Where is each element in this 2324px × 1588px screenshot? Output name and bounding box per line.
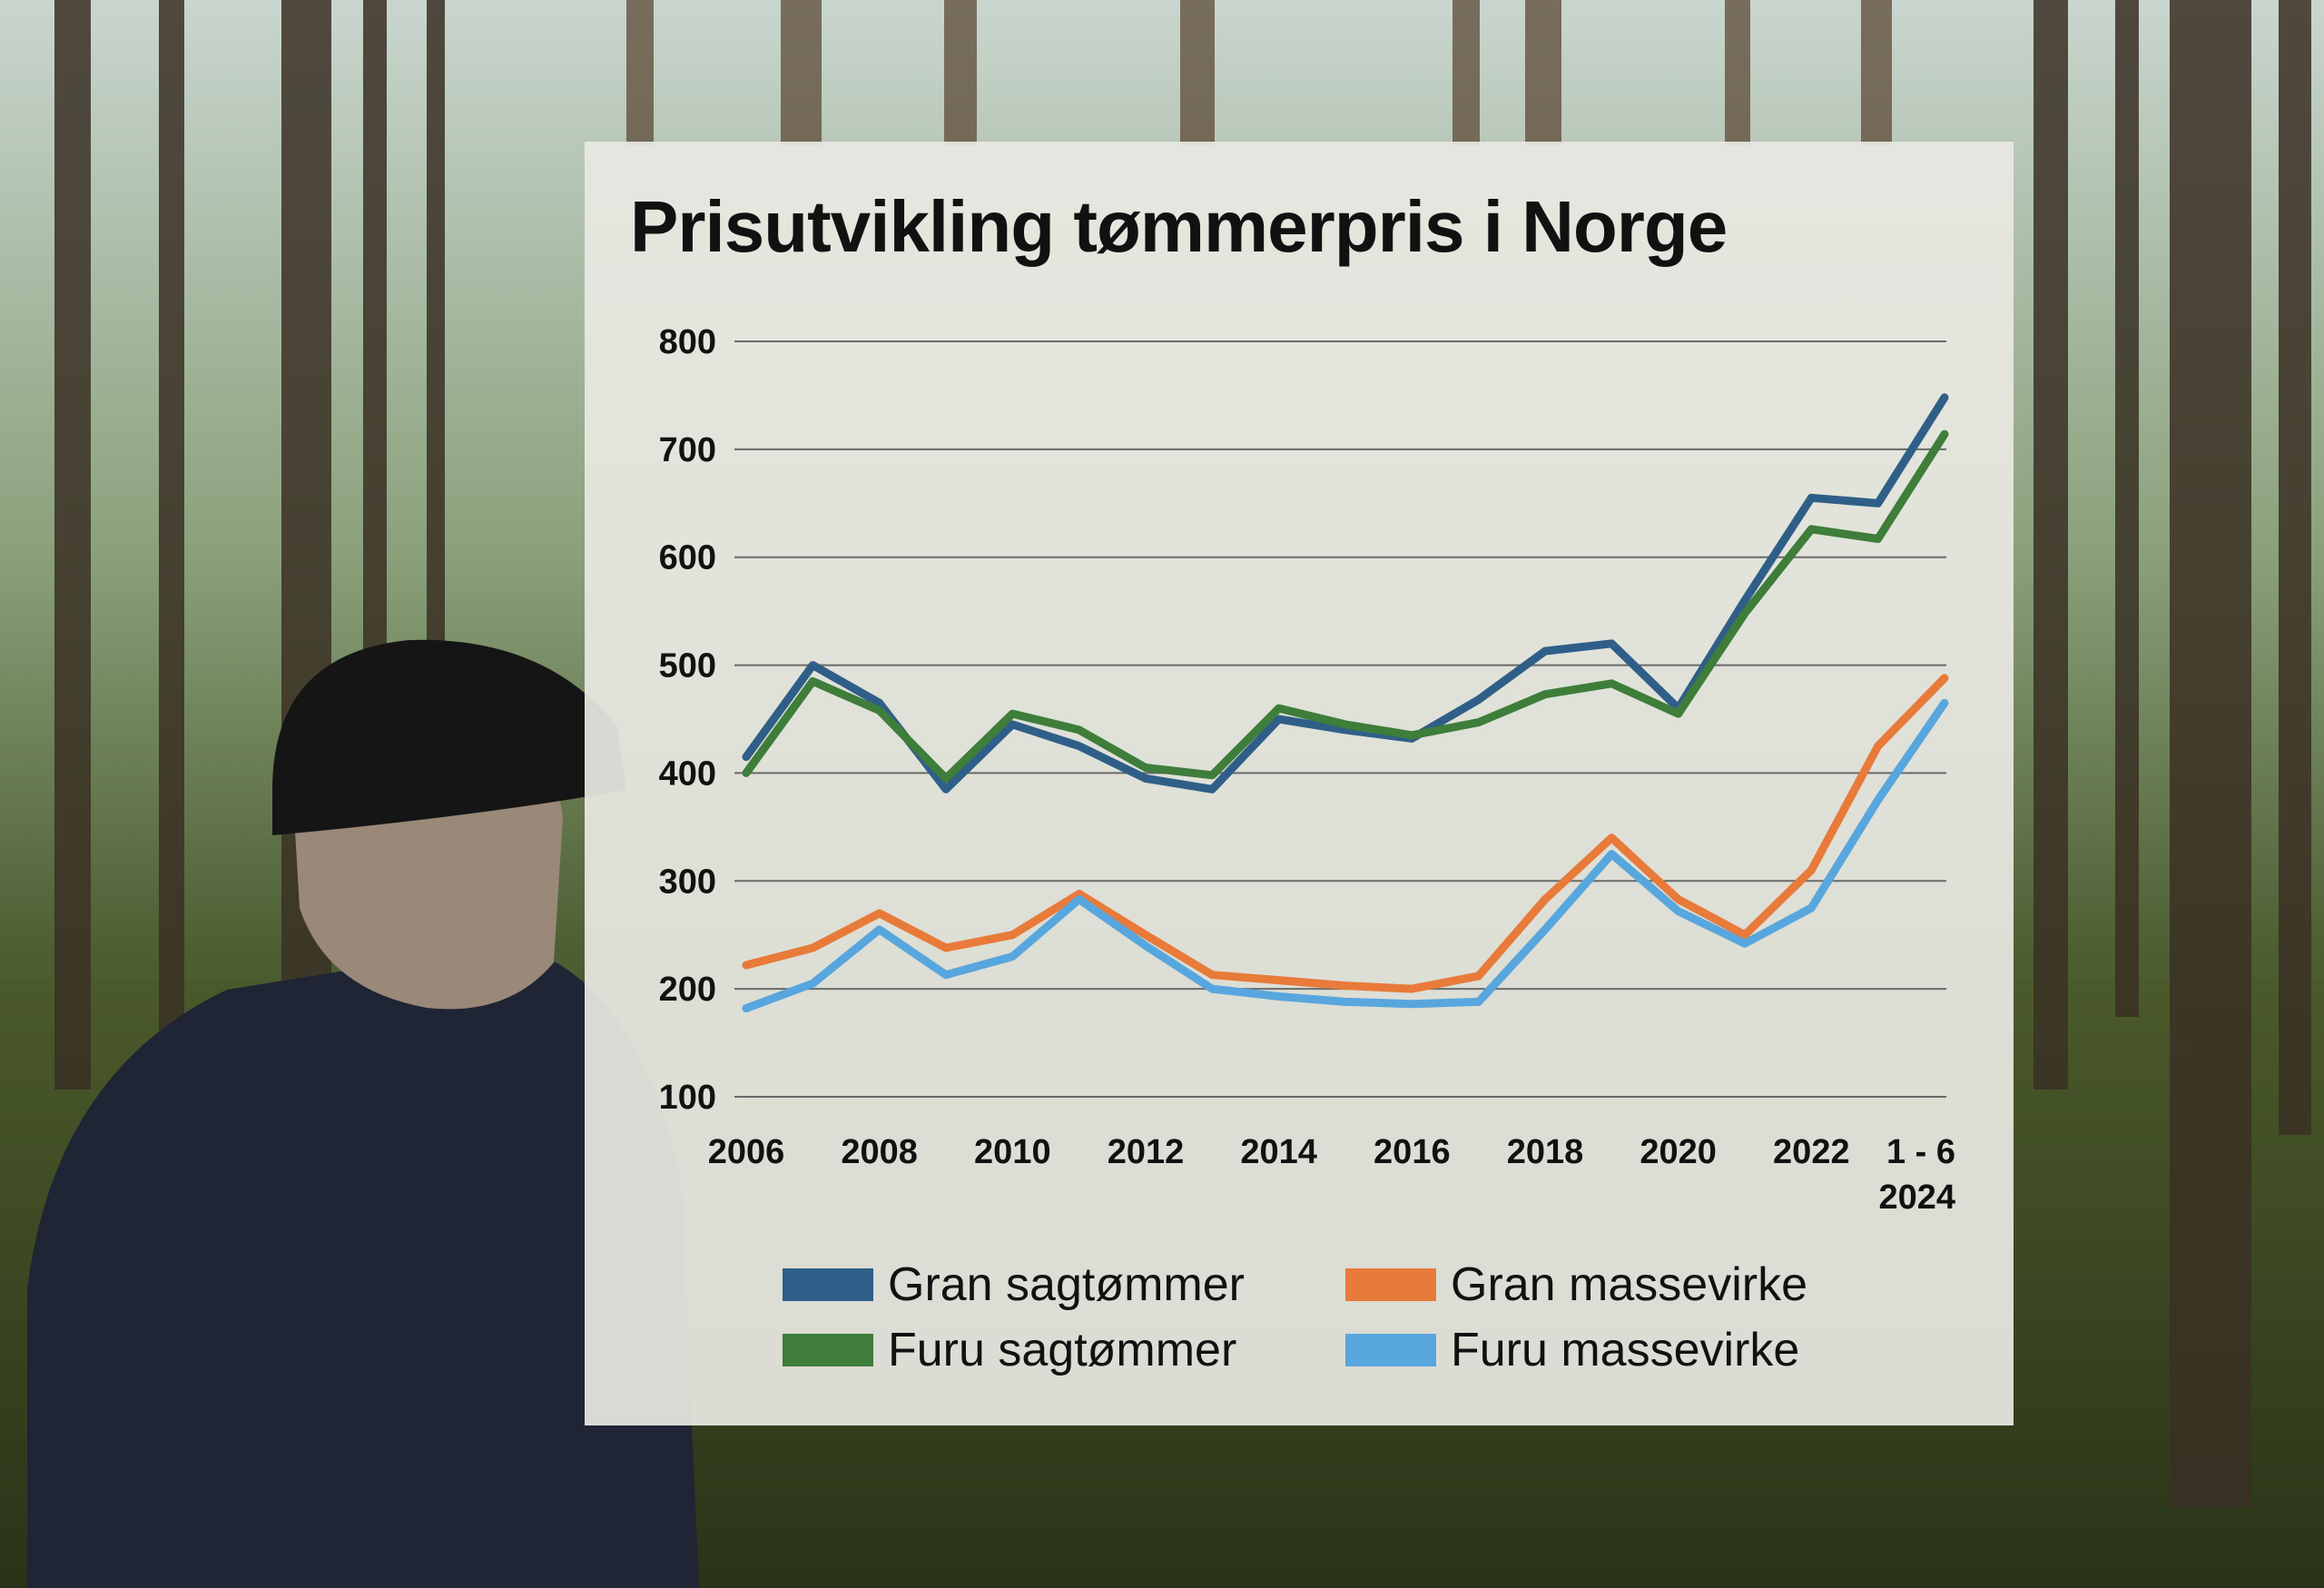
x-axis-ticks: 2006 2008 2010 2012 2014 2016 2018 2020 2022 1 - … xyxy=(708,1133,1955,1217)
x-tick-label: 2008 xyxy=(841,1133,918,1171)
y-tick-label: 500 xyxy=(659,647,716,686)
y-tick-label: 600 xyxy=(659,539,716,577)
legend-swatch-gran-sagtommer xyxy=(783,1268,873,1301)
x-tick-label: 1 - 6 2024 xyxy=(1878,1133,1955,1217)
legend-label-furu-sagtommer: Furu sagtømmer xyxy=(888,1324,1237,1376)
legend-item-gran-massevirke: Gran massevirke xyxy=(1345,1258,1908,1311)
y-tick-label: 800 xyxy=(659,323,716,361)
series-lines xyxy=(742,393,1949,1012)
chart-title: Prisutvikling tømmerpris i Norge xyxy=(630,186,1728,267)
legend-item-gran-sagtommer: Gran sagtømmer xyxy=(783,1258,1345,1311)
legend-label-furu-massevirke: Furu massevirke xyxy=(1451,1324,1800,1376)
legend-label-gran-sagtommer: Gran sagtømmer xyxy=(888,1258,1245,1311)
y-tick-label: 700 xyxy=(659,431,716,469)
x-tick-label: 2022 xyxy=(1773,1133,1850,1171)
series-line-gran-sagtømmer xyxy=(742,393,1949,794)
legend-label-gran-massevirke: Gran massevirke xyxy=(1451,1258,1807,1311)
y-tick-label: 300 xyxy=(659,863,716,901)
series-line-furu-massevirke xyxy=(742,698,1949,1012)
x-tick-label: 2018 xyxy=(1507,1133,1584,1171)
y-axis-ticks: 100 200 300 400 500 600 700 800 xyxy=(659,323,716,1117)
x-tick-label: 2006 xyxy=(708,1133,785,1171)
x-tick-label: 2010 xyxy=(974,1133,1051,1171)
legend-item-furu-massevirke: Furu massevirke xyxy=(1345,1324,1908,1376)
legend-swatch-furu-sagtommer xyxy=(783,1334,873,1366)
legend-item-furu-sagtommer: Furu sagtømmer xyxy=(783,1324,1345,1376)
series-line-furu-sagtømmer xyxy=(742,429,1949,783)
legend-swatch-furu-massevirke xyxy=(1345,1334,1436,1366)
y-tick-label: 100 xyxy=(659,1079,716,1117)
x-tick-label: 2016 xyxy=(1374,1133,1451,1171)
person-silhouette xyxy=(27,639,699,1588)
series-line-gran-massevirke xyxy=(742,674,1949,993)
y-tick-label: 400 xyxy=(659,755,716,793)
gridlines xyxy=(734,340,1946,1098)
line-chart: 100 200 300 400 500 600 700 800 2006 2008 2010 201… xyxy=(659,323,1955,1217)
x-tick-label: 2020 xyxy=(1640,1133,1717,1171)
legend: Gran sagtømmer Gran massevirke Furu sagt… xyxy=(783,1258,1945,1376)
legend-swatch-gran-massevirke xyxy=(1345,1268,1436,1301)
x-tick-label: 2012 xyxy=(1108,1133,1185,1171)
x-tick-label: 2014 xyxy=(1240,1133,1317,1171)
chart-panel: Prisutvikling tømmerpris i Norge 100 200 3… xyxy=(585,142,2014,1425)
y-tick-label: 200 xyxy=(659,971,716,1009)
